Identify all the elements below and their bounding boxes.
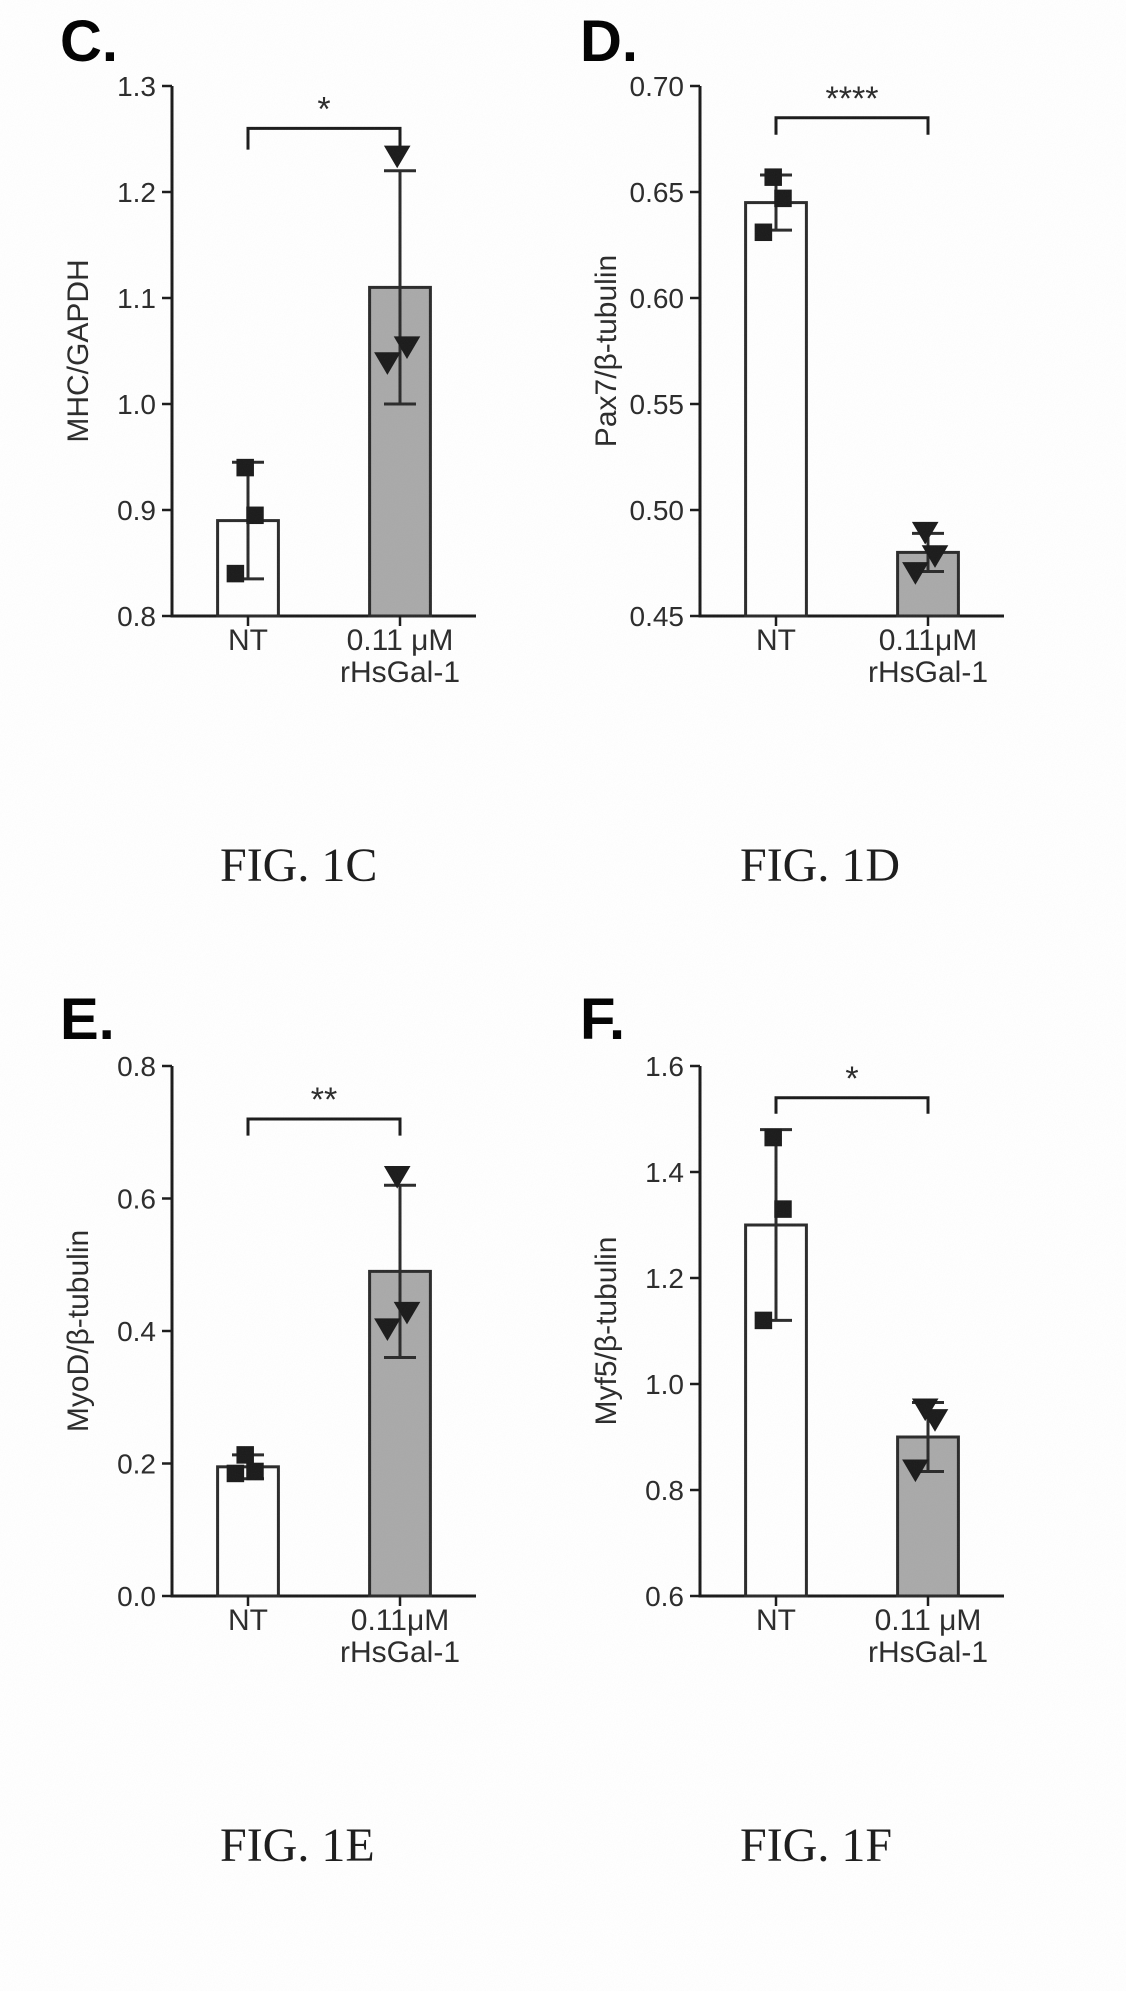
svg-text:MHC/GAPDH: MHC/GAPDH	[62, 259, 95, 442]
svg-text:NT: NT	[228, 1604, 268, 1637]
svg-text:0.9: 0.9	[117, 495, 156, 526]
caption-C: FIG. 1C	[220, 838, 377, 893]
svg-text:1.2: 1.2	[117, 177, 156, 208]
chart-F: 0.6 0.8 1.0 1.2 1.4 1.6 Myf5/β-tubulin NT 0.11 μ…	[520, 980, 1100, 1780]
svg-text:1.1: 1.1	[117, 283, 156, 314]
caption-E: FIG. 1E	[220, 1818, 375, 1873]
svg-text:0.8: 0.8	[117, 601, 156, 632]
svg-text:0.4: 0.4	[117, 1316, 156, 1347]
svg-text:NT: NT	[756, 624, 796, 657]
svg-text:Myf5/β-tubulin: Myf5/β-tubulin	[590, 1237, 623, 1426]
chart-C: 0.8 0.9 1.0 1.1 1.2 1.3 MHC/GAPDH NT 0.11 μMrHsG…	[0, 0, 560, 800]
svg-text:1.2: 1.2	[645, 1263, 684, 1294]
svg-text:0.8: 0.8	[117, 1051, 156, 1082]
svg-text:1.0: 1.0	[645, 1369, 684, 1400]
chart-E: 0.0 0.2 0.4 0.6 0.8 MyoD/β-tubulin NT 0.11μMrHs…	[0, 980, 560, 1780]
svg-text:1.3: 1.3	[117, 71, 156, 102]
svg-text:**: **	[311, 1081, 337, 1119]
svg-text:rHsGal-1: rHsGal-1	[868, 656, 988, 689]
caption-F: FIG. 1F	[740, 1818, 892, 1873]
svg-text:1.4: 1.4	[645, 1157, 684, 1188]
svg-text:rHsGal-1: rHsGal-1	[340, 656, 460, 689]
svg-text:NT: NT	[756, 1604, 796, 1637]
svg-text:0.0: 0.0	[117, 1581, 156, 1612]
svg-text:0.55: 0.55	[630, 389, 685, 420]
svg-text:0.70: 0.70	[630, 71, 685, 102]
svg-text:0.11μM: 0.11μM	[351, 1604, 449, 1637]
svg-text:****: ****	[826, 80, 879, 118]
svg-text:1.0: 1.0	[117, 389, 156, 420]
caption-D: FIG. 1D	[740, 838, 900, 893]
svg-text:0.11μM: 0.11μM	[879, 624, 977, 657]
svg-text:0.11 μM: 0.11 μM	[347, 624, 454, 657]
svg-text:MyoD/β-tubulin: MyoD/β-tubulin	[62, 1230, 95, 1432]
svg-text:0.60: 0.60	[630, 283, 685, 314]
svg-text:rHsGal-1: rHsGal-1	[868, 1636, 988, 1669]
svg-text:NT: NT	[228, 624, 268, 657]
svg-text:0.65: 0.65	[630, 177, 685, 208]
svg-text:*: *	[845, 1060, 858, 1098]
svg-text:1.6: 1.6	[645, 1051, 684, 1082]
svg-text:0.8: 0.8	[645, 1475, 684, 1506]
svg-text:0.6: 0.6	[645, 1581, 684, 1612]
svg-text:rHsGal-1: rHsGal-1	[340, 1636, 460, 1669]
svg-text:Pax7/β-tubulin: Pax7/β-tubulin	[590, 255, 623, 447]
svg-text:0.2: 0.2	[117, 1449, 156, 1480]
svg-text:0.11 μM: 0.11 μM	[875, 1604, 982, 1637]
svg-text:0.6: 0.6	[117, 1184, 156, 1215]
svg-text:*: *	[317, 90, 330, 128]
svg-text:0.45: 0.45	[630, 601, 685, 632]
chart-D: 0.45 0.50 0.55 0.60 0.65 0.70 Pax7/β-tubulin NT…	[520, 0, 1100, 800]
svg-text:0.50: 0.50	[630, 495, 685, 526]
